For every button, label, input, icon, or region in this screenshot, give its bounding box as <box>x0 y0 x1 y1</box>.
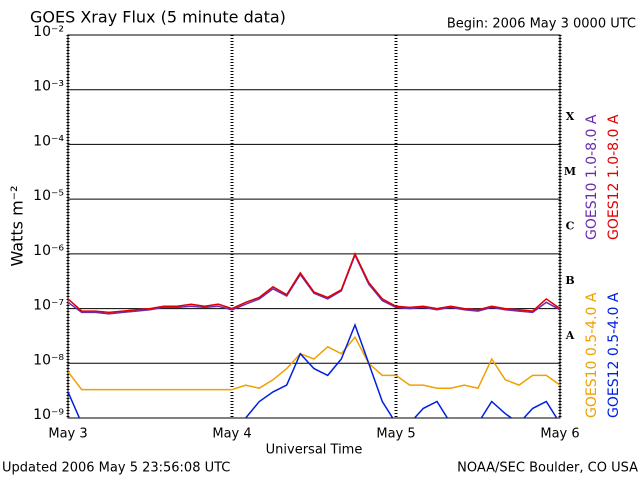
chart-subtitle: Begin: 2006 May 3 0000 UTC <box>447 17 636 32</box>
x-axis-label: Universal Time <box>266 443 363 458</box>
legend-entry: GOES12 1.0-8.0 A <box>606 114 622 240</box>
x-tick-label: May 4 <box>212 427 251 442</box>
flare-class-label: M <box>564 165 576 178</box>
series-line <box>68 335 560 391</box>
x-tick-label: May 3 <box>48 427 87 442</box>
flare-class-label: A <box>565 329 575 342</box>
series-line <box>68 253 560 315</box>
y-tick-label: 10⁻² <box>33 24 64 40</box>
chart-title: GOES Xray Flux (5 minute data) <box>30 8 286 27</box>
y-tick-label: 10⁻⁷ <box>33 298 64 314</box>
legend-entry: GOES10 0.5-4.0 A <box>584 292 600 418</box>
y-tick-label: 10⁻⁸ <box>33 352 64 368</box>
plot-area <box>67 34 561 419</box>
legend-entry: GOES10 1.0-8.0 A <box>584 114 600 240</box>
y-tick-label: 10⁻⁶ <box>33 243 64 259</box>
x-tick-label: May 6 <box>540 427 579 442</box>
y-axis-label: Watts m⁻² <box>8 185 27 266</box>
series-line <box>68 322 558 418</box>
flare-class-label: C <box>566 220 575 233</box>
y-tick-label: 10⁻³ <box>33 79 64 95</box>
x-tick-label: May 5 <box>376 427 415 442</box>
y-tick-label: 10⁻⁹ <box>33 407 64 423</box>
y-tick-label: 10⁻⁴ <box>33 133 64 149</box>
y-tick-label: 10⁻⁵ <box>33 188 64 204</box>
legend-entry: GOES12 0.5-4.0 A <box>606 292 622 418</box>
footer-right: NOAA/SEC Boulder, CO USA <box>457 461 638 476</box>
footer-left: Updated 2006 May 5 23:56:08 UTC <box>2 461 230 476</box>
flare-class-label: B <box>565 274 574 287</box>
series-line <box>68 252 560 314</box>
flare-class-label: X <box>566 110 575 123</box>
